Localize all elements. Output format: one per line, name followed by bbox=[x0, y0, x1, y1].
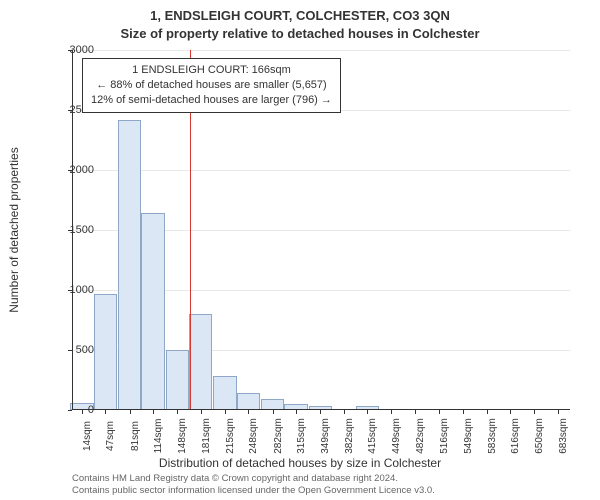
credits: Contains HM Land Registry data © Crown c… bbox=[72, 473, 435, 496]
histogram-bar bbox=[94, 294, 117, 410]
x-tick-label: 650sqm bbox=[534, 418, 545, 454]
histogram-bar bbox=[213, 376, 236, 410]
x-tick-mark bbox=[273, 410, 274, 414]
y-tick-label: 2000 bbox=[34, 164, 94, 176]
x-tick-mark bbox=[534, 410, 535, 414]
x-tick-label: 516sqm bbox=[439, 418, 450, 454]
x-tick-label: 114sqm bbox=[153, 419, 164, 454]
x-tick-mark bbox=[153, 410, 154, 414]
x-tick-mark bbox=[344, 410, 345, 414]
credits-line2: Contains public sector information licen… bbox=[72, 485, 435, 496]
x-tick-label: 349sqm bbox=[320, 418, 331, 454]
x-ticks: 14sqm 47sqm 81sqm 114sqm 148sqm 181sqm 215sqm 2… bbox=[72, 410, 570, 460]
histogram-bar bbox=[141, 213, 164, 410]
y-tick-label: 1500 bbox=[34, 224, 94, 236]
x-tick-mark bbox=[487, 410, 488, 414]
x-tick-label: 248sqm bbox=[248, 418, 259, 454]
x-tick-mark bbox=[415, 410, 416, 414]
annotation-box: 1 ENDSLEIGH COURT: 166sqm ← 88% of detac… bbox=[82, 58, 341, 113]
y-axis-label: Number of detached properties bbox=[7, 147, 21, 312]
y-tick-label: 1000 bbox=[34, 284, 94, 296]
y-tick-label: 0 bbox=[34, 404, 94, 416]
x-tick-label: 315sqm bbox=[296, 418, 307, 454]
x-tick-mark bbox=[558, 410, 559, 414]
x-tick-mark bbox=[177, 410, 178, 414]
x-tick-mark bbox=[439, 410, 440, 414]
x-tick-label: 449sqm bbox=[391, 418, 402, 454]
x-tick-label: 549sqm bbox=[463, 418, 474, 454]
histogram-bar bbox=[118, 120, 141, 410]
x-tick-mark bbox=[201, 410, 202, 414]
histogram-bar bbox=[237, 393, 260, 410]
figure: 1, ENDSLEIGH COURT, COLCHESTER, CO3 3QN … bbox=[0, 0, 600, 500]
x-tick-mark bbox=[367, 410, 368, 414]
x-tick-label: 616sqm bbox=[510, 418, 521, 454]
chart-title-line1: 1, ENDSLEIGH COURT, COLCHESTER, CO3 3QN bbox=[0, 8, 600, 23]
x-tick-label: 415sqm bbox=[367, 418, 378, 454]
annotation-line3: 12% of semi-detached houses are larger (… bbox=[91, 93, 332, 108]
x-tick-mark bbox=[320, 410, 321, 414]
x-tick-label: 382sqm bbox=[344, 418, 355, 454]
credits-line1: Contains HM Land Registry data © Crown c… bbox=[72, 473, 435, 484]
x-tick-label: 148sqm bbox=[177, 418, 188, 454]
x-tick-mark bbox=[130, 410, 131, 414]
histogram-bar bbox=[189, 314, 212, 410]
x-tick-label: 683sqm bbox=[558, 418, 569, 454]
y-tick-label: 500 bbox=[34, 344, 94, 356]
annotation-line1: 1 ENDSLEIGH COURT: 166sqm bbox=[91, 63, 332, 78]
x-tick-label: 482sqm bbox=[415, 418, 426, 454]
x-tick-label: 47sqm bbox=[105, 421, 116, 451]
x-tick-label: 215sqm bbox=[225, 418, 236, 454]
x-tick-label: 181sqm bbox=[201, 418, 212, 454]
histogram-bar bbox=[166, 350, 189, 410]
x-tick-label: 81sqm bbox=[130, 421, 141, 451]
x-tick-label: 14sqm bbox=[82, 421, 93, 451]
x-tick-mark bbox=[510, 410, 511, 414]
x-tick-mark bbox=[105, 410, 106, 414]
x-tick-label: 282sqm bbox=[273, 418, 284, 454]
x-tick-mark bbox=[248, 410, 249, 414]
x-tick-mark bbox=[225, 410, 226, 414]
annotation-line2: ← 88% of detached houses are smaller (5,… bbox=[91, 78, 332, 93]
x-tick-label: 583sqm bbox=[487, 418, 498, 454]
chart-title-line2: Size of property relative to detached ho… bbox=[0, 26, 600, 41]
x-tick-mark bbox=[296, 410, 297, 414]
y-tick-label: 3000 bbox=[34, 44, 94, 56]
x-axis-label: Distribution of detached houses by size … bbox=[0, 456, 600, 470]
x-tick-mark bbox=[463, 410, 464, 414]
x-tick-mark bbox=[391, 410, 392, 414]
